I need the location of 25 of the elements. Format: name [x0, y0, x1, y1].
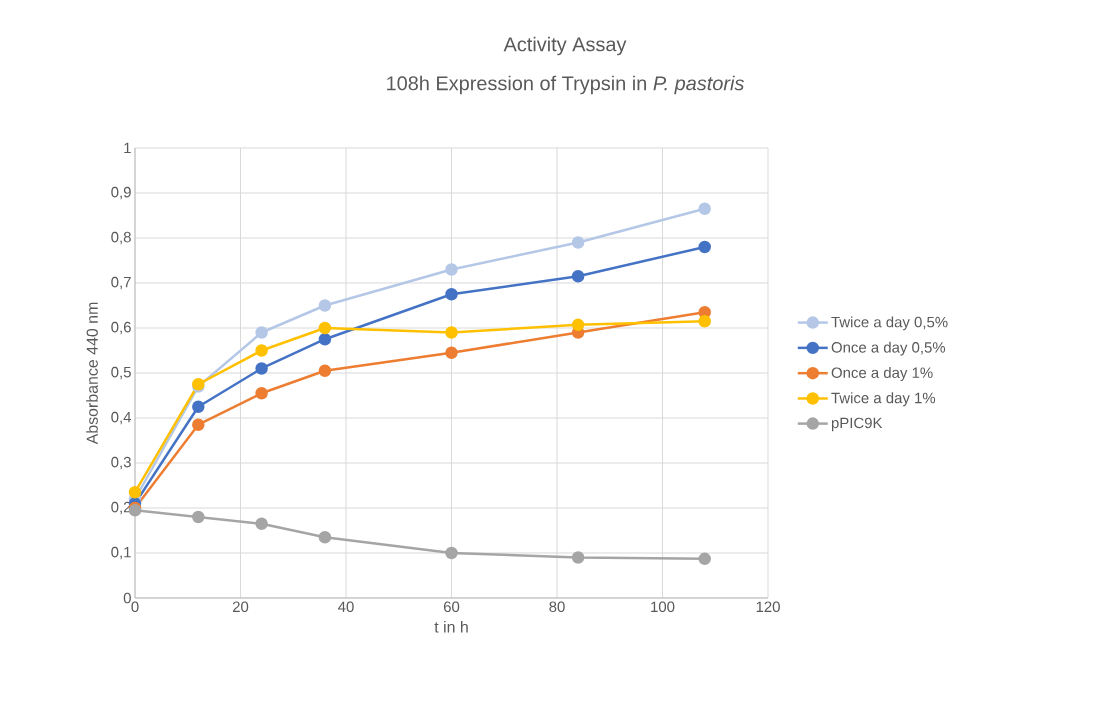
- y-tick-label: 0,7: [111, 276, 131, 290]
- x-tick-label: 80: [549, 601, 565, 613]
- y-tick-label: 0,9: [111, 186, 131, 200]
- legend-label: Once a day 0,5%: [831, 341, 946, 356]
- chart-subtitle: 108h Expression of Trypsin in P. pastoris: [387, 75, 744, 95]
- x-tick-label: 40: [338, 601, 354, 613]
- x-axis-title: t in h: [434, 620, 468, 633]
- y-axis-title: Absorbance 440 nm: [86, 302, 98, 445]
- y-tick-label: 0,4: [111, 411, 132, 425]
- legend-label: pPIC9K: [831, 417, 883, 432]
- y-tick-label: 0,6: [111, 321, 131, 335]
- x-tick-label: 20: [232, 601, 249, 613]
- y-tick-label: 0: [123, 592, 131, 604]
- x-tick-label: 60: [443, 601, 460, 613]
- y-tick-label: 0,3: [111, 456, 131, 470]
- y-tick-label: 1: [124, 142, 131, 154]
- y-tick-label: 0,1: [111, 546, 131, 560]
- chart-title: Activity Assay: [503, 36, 627, 56]
- legend-label: Twice a day 1%: [831, 392, 936, 407]
- y-tick-label: 0,5: [111, 366, 131, 380]
- legend-label: Twice a day 0,5%: [831, 316, 948, 331]
- y-tick-label: 0,8: [111, 231, 131, 245]
- legend-label: Once a day 1%: [831, 367, 933, 381]
- x-tick-label: 100: [651, 601, 675, 613]
- x-tick-label: 120: [756, 601, 780, 613]
